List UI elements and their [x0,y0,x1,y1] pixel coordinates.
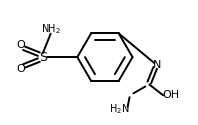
Text: O: O [17,40,26,50]
Text: OH: OH [162,90,180,100]
Text: NH$_2$: NH$_2$ [41,22,61,36]
Text: S: S [39,51,47,64]
Text: H$_2$N: H$_2$N [109,102,130,116]
Text: N: N [153,60,161,70]
Text: O: O [17,64,26,74]
